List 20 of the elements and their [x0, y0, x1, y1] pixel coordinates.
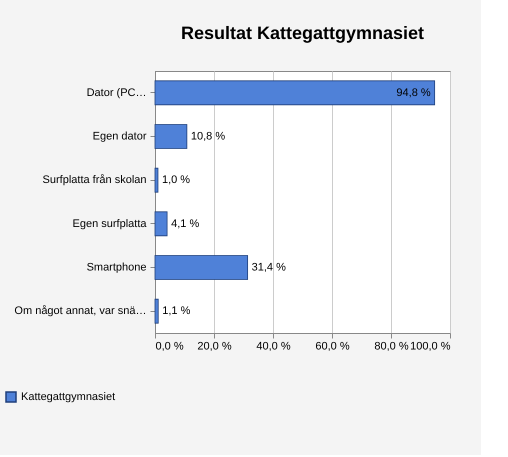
data-label: 4,1 %	[171, 218, 200, 230]
data-label: 94,8 %	[396, 86, 431, 99]
x-tick-label: 100,0 %	[410, 340, 451, 352]
x-tick-label: 0,0 %	[156, 340, 184, 352]
legend-label: Kattegattgymnasiet	[21, 391, 116, 403]
data-label: 31,4 %	[252, 262, 286, 274]
x-tick-label: 80,0 %	[374, 340, 409, 352]
data-label: 1,0 %	[162, 174, 190, 186]
x-tick-label: 60,0 %	[315, 340, 350, 352]
y-tick-label: Om något annat, var snä…	[14, 305, 146, 318]
y-tick-label: Egen surfplatta	[72, 218, 148, 230]
y-tick-label: Dator (PC…	[86, 86, 146, 99]
y-tick-label: Egen dator	[92, 130, 147, 142]
chart-title: Resultat Kattegattgymnasiet	[180, 23, 424, 43]
x-tick-label: 40,0 %	[256, 340, 291, 352]
y-tick-label: Surfplatta från skolan	[42, 174, 146, 186]
x-tick-label: 20,0 %	[197, 340, 232, 352]
y-tick-label: Smartphone	[86, 262, 146, 274]
data-label: 10,8 %	[190, 130, 226, 142]
data-label: 1,1 %	[162, 305, 191, 318]
